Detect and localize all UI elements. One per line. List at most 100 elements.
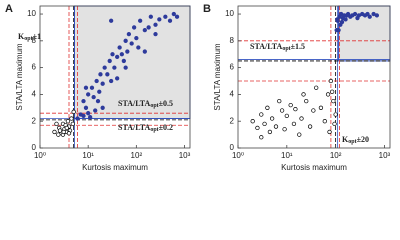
open-point <box>61 129 66 135</box>
x-tick-label: 10³ <box>379 151 391 160</box>
filled-point <box>97 89 102 94</box>
filled-point <box>138 18 143 23</box>
open-point <box>307 124 313 129</box>
filled-point <box>81 113 86 118</box>
open-point <box>273 124 279 129</box>
y-tick-label: 4 <box>32 90 37 99</box>
x-tick-label: 10⁰ <box>232 151 244 160</box>
open-point <box>56 132 61 137</box>
open-point <box>279 108 285 113</box>
open-point <box>328 78 334 84</box>
filled-point <box>142 27 147 33</box>
filled-point <box>94 78 99 84</box>
open-point <box>262 121 267 127</box>
annotation-part: ±1.5 <box>291 42 305 51</box>
filled-point <box>163 14 168 19</box>
annotation: Kopt±20 <box>342 135 369 146</box>
filled-point <box>112 65 117 70</box>
annotation-part: opt <box>348 139 356 145</box>
filled-point <box>91 94 96 100</box>
y-tick-label: 10 <box>27 9 36 18</box>
x-tick-label: 10¹ <box>82 151 94 160</box>
y-tick-label: 6 <box>230 63 235 72</box>
filled-point <box>174 14 180 19</box>
filled-point <box>100 105 105 110</box>
open-point <box>318 105 324 110</box>
annotation-part: opt <box>282 46 290 52</box>
open-point <box>277 98 282 104</box>
open-point <box>282 127 287 132</box>
filled-point <box>335 17 340 22</box>
open-point <box>70 121 75 127</box>
figure: 0 2 4 6 8 10 10⁰ 10¹ 10² 10³ Kurtosis maximum STA/L… <box>5 3 391 172</box>
open-point <box>267 129 273 135</box>
filled-point <box>88 115 93 120</box>
open-point <box>284 113 289 118</box>
filled-point <box>153 31 158 37</box>
open-point <box>54 121 59 127</box>
filled-point <box>367 14 372 19</box>
filled-point <box>339 19 345 25</box>
filled-point <box>83 85 89 90</box>
y-tick-label: 8 <box>230 36 235 45</box>
annotation-part: STA/LTA <box>118 123 151 132</box>
open-point <box>291 121 297 127</box>
filled-point <box>125 49 130 54</box>
open-point <box>314 85 319 90</box>
y-tick-label: 0 <box>230 143 235 152</box>
open-point <box>297 132 302 137</box>
open-point <box>301 92 306 97</box>
open-point <box>304 98 309 104</box>
annotation: STA/LTAopt±0.5 <box>118 99 173 110</box>
open-point <box>66 131 72 136</box>
annotation: STA/LTAopt±0.2 <box>118 123 173 134</box>
filled-point <box>100 81 105 86</box>
filled-point <box>102 65 107 70</box>
y-tick-label: 6 <box>32 63 37 72</box>
annotation-part: ±1 <box>33 32 41 41</box>
panel-label: A <box>5 3 13 15</box>
filled-point <box>98 72 103 77</box>
open-point <box>259 112 264 117</box>
annotation-part: ±0.5 <box>159 99 173 108</box>
open-point <box>71 109 76 114</box>
annotation-part: opt <box>24 36 32 42</box>
filled-point <box>109 18 114 23</box>
x-axis-label: Kurtosis maximum <box>82 163 148 172</box>
annotation-part: K <box>342 135 349 144</box>
y-axis-label: STA/LTA maximum <box>15 43 24 110</box>
y-tick-label: 10 <box>225 9 234 18</box>
open-point <box>311 108 316 113</box>
x-tick-label: 10⁰ <box>34 151 46 160</box>
filled-point <box>167 18 173 23</box>
annotation-part: STA/LTA <box>118 99 151 108</box>
filled-point <box>142 49 147 54</box>
filled-point <box>365 11 370 17</box>
filled-point <box>129 41 134 46</box>
open-point <box>333 112 338 117</box>
open-point <box>325 92 331 97</box>
filled-point <box>334 27 339 33</box>
filled-point <box>343 17 348 22</box>
open-point <box>299 116 304 121</box>
filled-point <box>131 25 137 30</box>
annotation: STA/LTAopt±1.5 <box>250 42 305 53</box>
filled-point <box>86 92 91 97</box>
plot-frame <box>39 5 191 149</box>
filled-point <box>115 76 120 81</box>
filled-point <box>89 85 95 90</box>
x-tick-label: 10³ <box>179 151 191 160</box>
shaded-region <box>73 5 191 120</box>
annotation-part: K <box>18 32 25 41</box>
filled-point <box>134 36 139 41</box>
annotation-part: ±0.2 <box>159 123 173 132</box>
x-tick-label: 10² <box>131 151 143 160</box>
filled-point <box>136 45 141 50</box>
plot-frame <box>237 5 391 149</box>
x-axis-label: Kurtosis maximum <box>281 163 347 172</box>
filled-point <box>75 116 80 121</box>
filled-point <box>146 25 151 30</box>
y-tick-label: 2 <box>230 116 235 125</box>
y-tick-label: 8 <box>32 36 37 45</box>
filled-point <box>117 45 122 50</box>
